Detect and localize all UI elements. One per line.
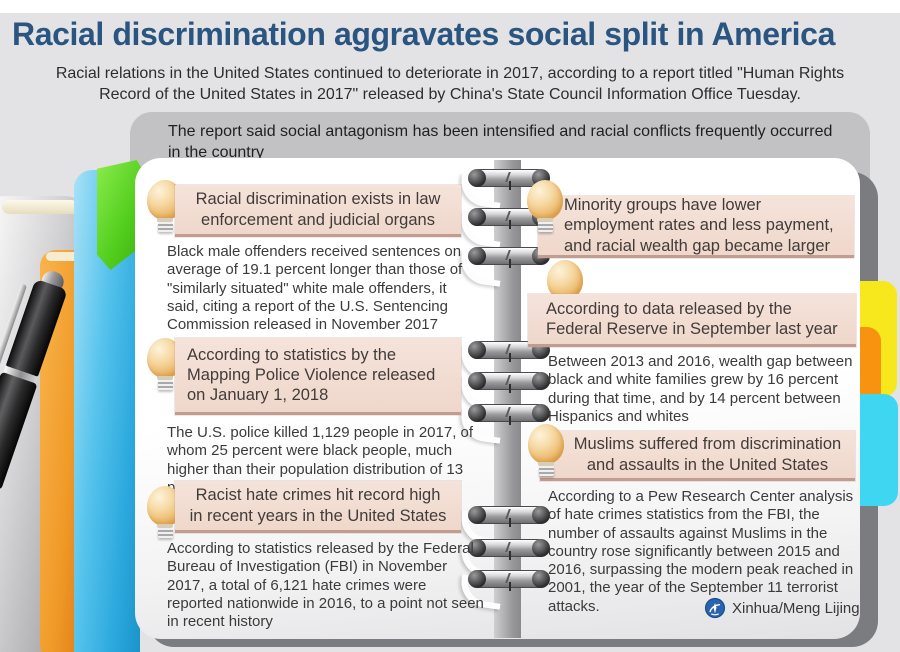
binder-ring-icon — [458, 247, 550, 287]
section-body-right-2: Between 2013 and 2016, wealth gap betwee… — [548, 353, 853, 425]
page-title: Racial discrimination aggravates social … — [12, 16, 835, 52]
binder-ring-icon — [458, 372, 550, 412]
credit-label: Xinhua/Meng Lijing — [732, 599, 860, 617]
section-heading-left-3: Racist hate crimes hit record high in re… — [175, 481, 461, 533]
spiral-spine — [494, 160, 521, 638]
section-heading-left-1: Racial discrimination exists in law enfo… — [175, 185, 461, 237]
page-subtitle: Racial relations in the United States co… — [55, 65, 845, 103]
section-heading-right-1: Minority groups have lower employment ra… — [538, 196, 854, 258]
lead-text: The report said social antagonism has be… — [168, 123, 833, 162]
section-heading-right-3: Muslims suffered from discrimination and… — [540, 431, 855, 481]
binder-ring-icon — [458, 506, 550, 546]
top-strip — [0, 0, 900, 13]
section-heading-right-2: According to data released by the Federa… — [528, 294, 856, 347]
binder-ring-icon — [458, 570, 550, 610]
binder-ring-icon — [458, 539, 550, 579]
xinhua-logo — [704, 597, 726, 619]
lightbulb-icon — [527, 424, 565, 480]
section-body-left-3: According to statistics released by the … — [167, 540, 484, 631]
section-body-right-3: According to a Pew Research Center analy… — [548, 488, 854, 615]
binder-ring-icon — [458, 404, 550, 444]
lightbulb-icon — [526, 180, 564, 236]
credit: Xinhua/Meng Lijing — [704, 597, 860, 619]
section-heading-left-2: According to statistics by the Mapping P… — [175, 338, 461, 415]
section-body-left-1: Black male offenders received sentences … — [167, 243, 463, 334]
